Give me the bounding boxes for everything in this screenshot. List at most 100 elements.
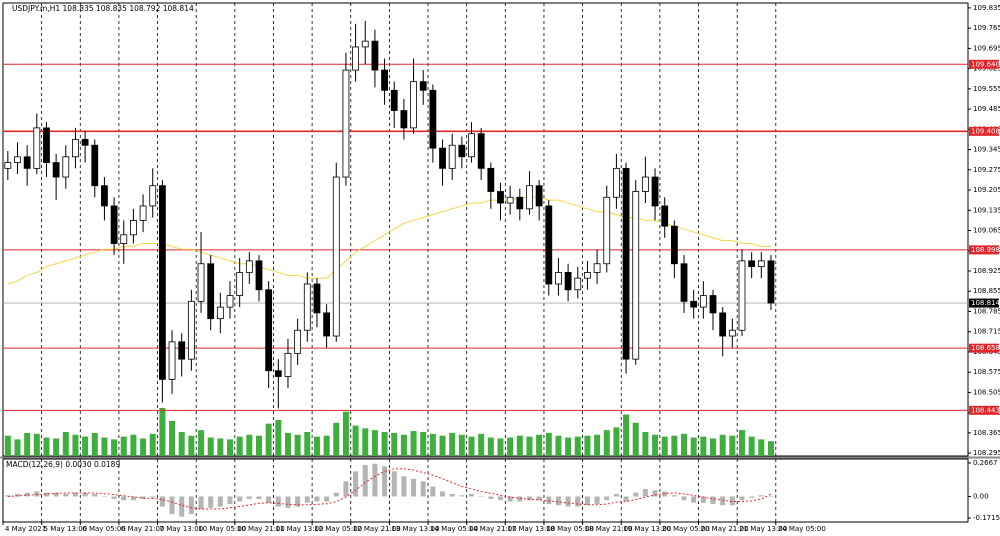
macd-bar (497, 496, 503, 501)
macd-bar (179, 496, 185, 517)
candle-body (555, 272, 562, 285)
volume-bar (169, 420, 176, 456)
macd-bar (623, 496, 629, 502)
volume-bar (391, 432, 398, 456)
macd-bar (681, 496, 687, 501)
macd-bar (401, 476, 407, 497)
macd-bar (478, 496, 484, 497)
volume-bar (420, 432, 427, 456)
candle-body (632, 191, 640, 360)
y-tick-label: 109.555 (973, 85, 1000, 93)
candle-body (458, 144, 466, 158)
level-label: 108.998 (971, 246, 1000, 254)
candle-body (487, 167, 495, 192)
x-tick-label: 20 May 21:00 (701, 525, 749, 533)
macd-bar (536, 496, 542, 501)
candle-body (187, 300, 195, 360)
candle-body (14, 156, 21, 163)
volume-bar (603, 430, 610, 456)
candle-body (323, 312, 331, 337)
candle-body (719, 312, 727, 337)
candle-body (33, 127, 41, 169)
macd-bar (198, 496, 204, 510)
macd-signal (7, 468, 772, 510)
volume-bar (72, 434, 79, 456)
macd-frame (2, 458, 969, 523)
candle-body (361, 40, 369, 48)
macd-bar (121, 496, 127, 501)
x-tick-label: 5 May 13:00 (44, 525, 88, 533)
macd-bar (411, 478, 417, 497)
volume-bar (758, 439, 765, 456)
volume-bar (381, 432, 388, 456)
volume-bar (487, 437, 494, 456)
y-tick-label: 108.365 (973, 429, 1000, 437)
volume-bar (111, 439, 118, 456)
macd-bar (749, 496, 755, 498)
y-tick-label: 109.205 (973, 186, 1000, 194)
macd-bar (420, 481, 426, 497)
y-tick-label: 109.275 (973, 166, 1000, 174)
volume-bar (632, 422, 639, 456)
volume-bar (91, 432, 98, 456)
x-tick-label: 11 May 13:00 (275, 525, 323, 533)
macd-bar (517, 496, 523, 502)
volume-bar (623, 414, 630, 456)
macd-bar (469, 493, 475, 497)
candle-body (294, 329, 302, 354)
volume-bar (729, 435, 736, 456)
y-tick-label: 108.575 (973, 368, 1000, 376)
macd-bar (188, 496, 194, 515)
moving-average (7, 196, 771, 285)
candle-body (497, 191, 504, 204)
macd-bar (642, 488, 648, 497)
volume-bar (767, 441, 774, 456)
volume-bar (120, 436, 127, 456)
macd-bar (449, 493, 455, 497)
macd-bar (256, 496, 262, 499)
volume-bar (449, 432, 456, 456)
volume-bar (236, 436, 243, 456)
candle-body (52, 162, 60, 178)
candle-body (158, 185, 166, 380)
volume-bar (748, 436, 755, 456)
y-tick-label: 108.295 (973, 449, 1000, 457)
y-tick-label: 108.505 (973, 388, 1000, 396)
candle-body (622, 167, 630, 360)
candle-body (62, 156, 70, 178)
y-tick-label: 108.785 (973, 307, 1000, 315)
volume-bar (690, 437, 697, 456)
volume-bar (613, 427, 620, 456)
volume-bar (371, 430, 378, 456)
macd-bar (729, 496, 735, 506)
candle-body (526, 185, 533, 210)
macd-bar (700, 496, 706, 503)
candle-body (352, 46, 359, 71)
last-price-label: 108.814 (971, 299, 1000, 307)
macd-bar (546, 496, 552, 505)
volume-bar (149, 433, 156, 456)
level-label-bg (969, 126, 999, 136)
candle-body (4, 162, 12, 169)
level-label: 109.408 (971, 127, 1000, 135)
candle-body (303, 283, 311, 331)
macd-bar (169, 496, 175, 515)
macd-bar (140, 496, 146, 499)
volume-bar (671, 435, 678, 456)
macd-bar (613, 493, 619, 497)
x-tick-label: 20 May 05:00 (662, 525, 710, 533)
volume-bar (24, 432, 31, 456)
x-tick-label: 6 May 05:00 (82, 525, 126, 533)
macd-bar (768, 496, 774, 497)
macd-bar (275, 496, 281, 507)
y-tick-label: 109.695 (973, 44, 1000, 52)
macd-bar (34, 491, 40, 497)
volume-bar (642, 432, 649, 456)
volume-bar (439, 435, 446, 456)
macd-bar (24, 492, 30, 497)
candle-body (680, 263, 688, 302)
chart-title: USDJPY.m,H1 108.835 108.835 108.792 108.… (12, 4, 194, 13)
candle-body (120, 234, 128, 244)
macd-bar (604, 496, 610, 501)
candle-body (613, 167, 620, 198)
